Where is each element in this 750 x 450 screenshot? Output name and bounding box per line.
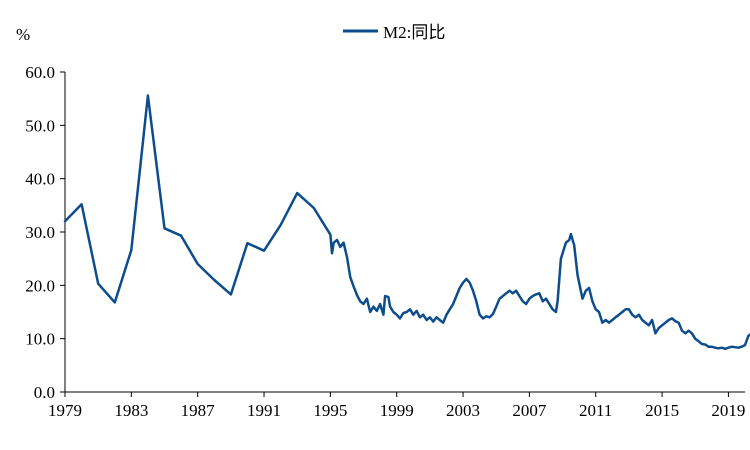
x-tick-label: 1991 (247, 401, 281, 420)
y-unit-label: % (16, 25, 30, 44)
axes (64, 72, 745, 393)
x-tick-label: 1999 (380, 401, 414, 420)
x-tick-label: 1987 (181, 401, 216, 420)
y-ticks: 0.0 10.0 20.0 30.0 40.0 50.0 60.0 (25, 63, 65, 402)
y-tick-label: 50.0 (25, 116, 55, 135)
y-tick-label: 30.0 (25, 223, 55, 242)
legend-label: M2:同比 (383, 23, 445, 42)
x-tick-label: 2011 (579, 401, 612, 420)
x-ticks: 1979 1983 1987 1991 1995 1999 2003 2007 2011 2015… (48, 392, 745, 420)
y-tick-label: 40.0 (25, 170, 55, 189)
x-tick-label: 2007 (512, 401, 547, 420)
y-tick-label: 0.0 (34, 383, 55, 402)
x-tick-label: 1995 (313, 401, 347, 420)
x-tick-label: 1979 (48, 401, 82, 420)
x-tick-label: 2015 (645, 401, 679, 420)
series-line-m2-yoy (63, 94, 750, 351)
y-tick-label: 20.0 (25, 276, 55, 295)
legend: M2:同比 (343, 23, 445, 42)
y-tick-label: 60.0 (25, 63, 55, 82)
x-tick-label: 1983 (114, 401, 148, 420)
x-tick-label: 2019 (711, 401, 745, 420)
y-tick-label: 10.0 (25, 330, 55, 349)
x-tick-label: 2003 (446, 401, 480, 420)
